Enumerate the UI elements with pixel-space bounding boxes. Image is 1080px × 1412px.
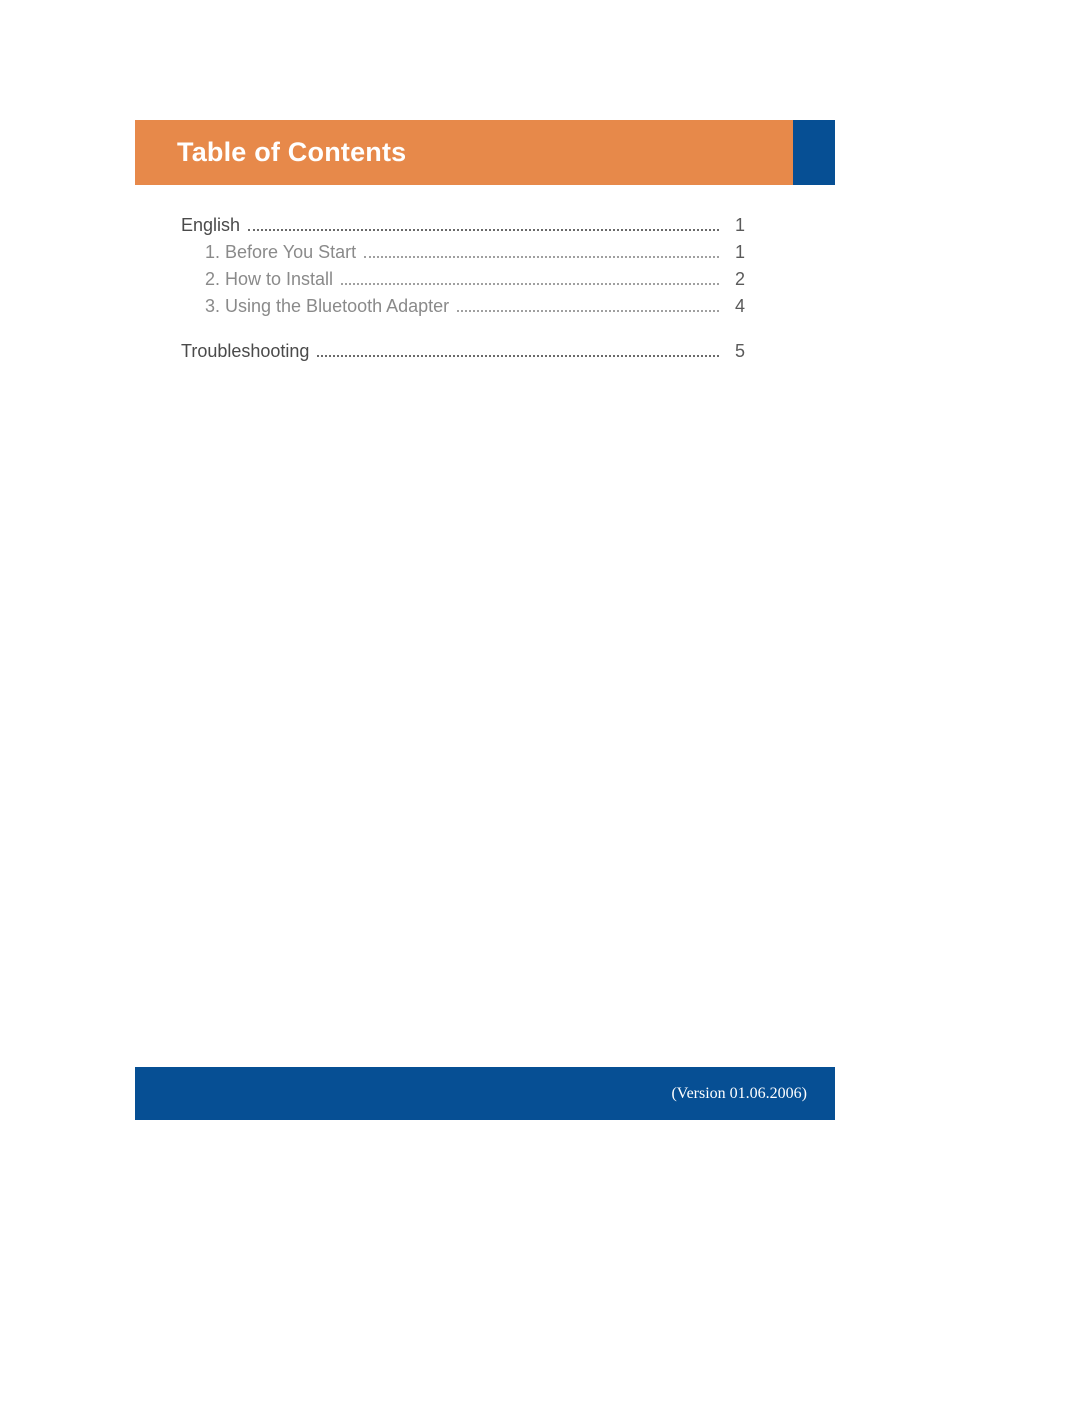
toc-sub-label: 2. How to Install (205, 269, 333, 290)
toc-sub-label: 3. Using the Bluetooth Adapter (205, 296, 449, 317)
toc-dots (341, 283, 719, 285)
header-bar: Table of Contents (135, 120, 835, 185)
toc-page-number: 1 (725, 215, 745, 236)
toc-dots (364, 256, 719, 258)
table-of-contents: English 1 1. Before You Start 1 2. How t… (135, 215, 835, 368)
toc-page-number: 1 (725, 242, 745, 263)
header-orange-segment: Table of Contents (135, 120, 793, 185)
footer-bar: (Version 01.06.2006) (135, 1067, 835, 1120)
toc-dots (457, 310, 719, 312)
document-page: Table of Contents English 1 1. Before Yo… (135, 120, 835, 1120)
toc-section-row: Troubleshooting 5 (181, 341, 745, 368)
toc-sub-row: 2. How to Install 2 (181, 269, 745, 296)
toc-section-row: English 1 (181, 215, 745, 242)
toc-section-label: Troubleshooting (181, 341, 309, 362)
toc-sub-row: 1. Before You Start 1 (181, 242, 745, 269)
toc-dots (248, 229, 719, 231)
toc-dots (317, 355, 719, 357)
header-blue-segment (793, 120, 835, 185)
toc-sub-label: 1. Before You Start (205, 242, 356, 263)
footer-version-text: (Version 01.06.2006) (671, 1085, 807, 1103)
toc-sub-row: 3. Using the Bluetooth Adapter 4 (181, 296, 745, 323)
toc-page-number: 4 (725, 296, 745, 317)
toc-page-number: 2 (725, 269, 745, 290)
toc-spacer (181, 323, 745, 341)
toc-page-number: 5 (725, 341, 745, 362)
toc-section-label: English (181, 215, 240, 236)
page-title: Table of Contents (177, 137, 406, 168)
